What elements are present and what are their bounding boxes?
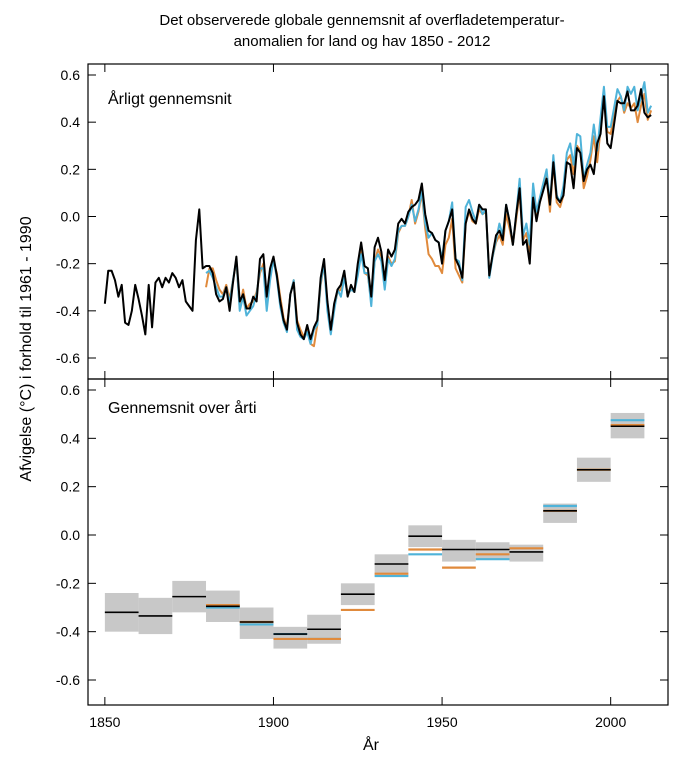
decadal-uncertainty-box	[475, 542, 510, 560]
decadal-ytick-label: -0.6	[56, 672, 80, 688]
decadal-uncertainty-box	[442, 539, 476, 562]
annual-ytick-label: 0.2	[61, 161, 81, 177]
decadal-xtick-label: 1900	[258, 714, 289, 730]
annual-ytick-label: 0.6	[61, 67, 81, 83]
decadal-ytick-label: 0.6	[61, 382, 81, 398]
annual-ytick-label: -0.2	[56, 256, 80, 272]
annual-panel-frame	[87, 63, 669, 380]
decadal-ytick-label: 0.4	[61, 430, 81, 446]
decadal-panel: Gennemsnit over årti -0.6 -0.4 -0.2 0.0 0.2 0…	[56, 378, 669, 730]
decadal-uncertainty-box	[239, 607, 274, 639]
decadal-ytick-label: 0.2	[61, 479, 81, 495]
decadal-xtick-label: 1850	[89, 714, 120, 730]
annual-panel-label: Årligt gennemsnit	[108, 89, 232, 108]
decadal-uncertainty-box	[543, 503, 577, 523]
decadal-panel-frame	[87, 378, 669, 706]
decadal-panel-label: Gennemsnit over årti	[108, 399, 257, 417]
annual-series-orange	[205, 92, 653, 348]
annual-panel: Årligt gennemsnit -0.6 -0.4 -0.2 0.0 0.2 0.4 0…	[56, 63, 669, 380]
decadal-xtick-label: 1950	[426, 714, 457, 730]
chart-title-line2: anomalien for land og hav 1850 - 2012	[234, 33, 491, 50]
decadal-ytick-label: -0.2	[56, 575, 80, 591]
annual-ytick-label: 0.4	[61, 114, 81, 130]
decadal-ytick-label: 0.0	[61, 527, 81, 543]
decadal-uncertainty-box	[273, 626, 308, 649]
annual-ytick-label: 0.0	[61, 209, 81, 225]
annual-series-black	[103, 88, 652, 341]
decadal-ytick-label: -0.4	[56, 624, 80, 640]
annual-series-blue	[205, 81, 653, 345]
chart-title-line1: Det observerede globale gennemsnit af ov…	[159, 12, 564, 29]
annual-ytick-label: -0.4	[56, 303, 80, 319]
y-axis-label: Afvigelse (°C) i forhold til 1961 - 1990	[18, 216, 35, 481]
decadal-xtick-label: 2000	[595, 714, 626, 730]
annual-ytick-label: -0.6	[56, 350, 80, 366]
x-axis-label: År	[363, 735, 380, 754]
decadal-uncertainty-box	[374, 554, 409, 577]
